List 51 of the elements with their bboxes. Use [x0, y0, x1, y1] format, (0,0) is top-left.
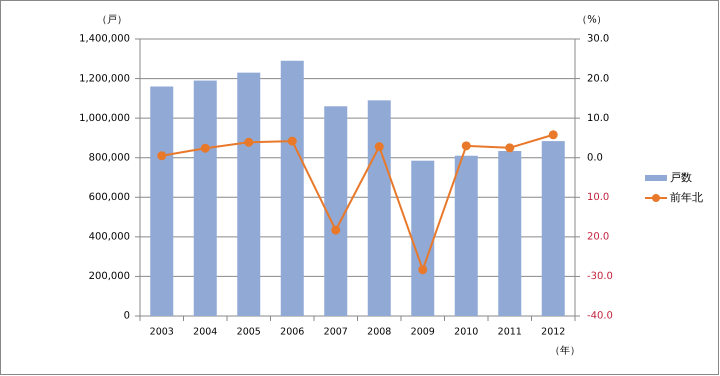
x-tick-label: 2012 — [541, 326, 566, 338]
y2-tick-label: 10.0 — [587, 112, 610, 124]
x-tick-label: 2003 — [150, 326, 174, 338]
point — [157, 151, 166, 160]
y2-tick-label: 20.0 — [587, 232, 610, 243]
bar — [368, 100, 391, 316]
x-tick-label: 2011 — [498, 326, 522, 338]
bar — [498, 150, 522, 316]
x-tick-label: 2010 — [454, 326, 478, 338]
x-tick-label: 2008 — [367, 326, 392, 338]
bar — [280, 60, 304, 316]
y-tick-label: 800,000 — [88, 152, 130, 164]
legend-label: 前年北 — [670, 191, 703, 204]
point — [200, 144, 210, 153]
y-tick-label: 0 — [124, 310, 130, 322]
x-tick-label: 2004 — [193, 326, 218, 338]
y2-tick-label: 10.0 — [587, 192, 610, 204]
y-axis-title: （戸） — [97, 14, 127, 26]
y2-tick-label: -30.0 — [587, 271, 613, 282]
bar — [237, 72, 260, 316]
x-tick-label: 2005 — [236, 326, 261, 338]
point — [331, 226, 340, 235]
bar — [454, 156, 478, 316]
point — [548, 130, 558, 140]
y-tick-label: 600,000 — [88, 192, 130, 204]
bar — [411, 160, 434, 316]
point — [244, 138, 254, 147]
bar — [324, 106, 348, 316]
point — [462, 141, 471, 150]
y2-tick-label: 30.0 — [587, 34, 610, 45]
bar — [150, 86, 174, 316]
x-tick-label: 2009 — [410, 326, 435, 338]
x-axis-title: （年） — [550, 344, 580, 357]
point — [505, 143, 514, 152]
y-tick-label: 1,200,000 — [79, 73, 130, 84]
y-tick-label: 400,000 — [88, 232, 130, 243]
y2-axis-title: （%） — [577, 14, 607, 26]
point — [288, 136, 297, 146]
y-tick-label: 1,000,000 — [79, 112, 130, 124]
point — [374, 142, 384, 152]
y-tick-label: 1,400,000 — [79, 34, 130, 45]
bar — [194, 80, 217, 316]
y2-tick-label: 0.0 — [587, 152, 603, 164]
y2-tick-label: -40.0 — [587, 310, 613, 322]
point — [418, 265, 428, 274]
x-tick-label: 2006 — [280, 326, 304, 338]
y2-tick-label: 20.0 — [587, 73, 610, 84]
bar — [542, 141, 565, 316]
y-tick-label: 200,000 — [88, 271, 130, 282]
legend-label: 戸数 — [670, 171, 692, 184]
x-tick-label: 2007 — [324, 326, 348, 338]
